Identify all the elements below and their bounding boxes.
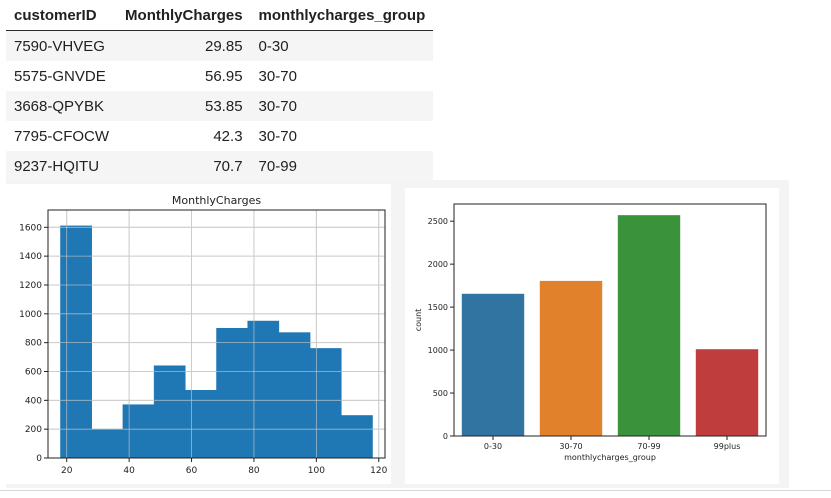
x-tick-label: 99plus bbox=[714, 442, 741, 451]
x-tick-label: 30-70 bbox=[559, 442, 582, 451]
monthly-charges-cell: 42.3 bbox=[117, 121, 251, 151]
y-tick-label: 1400 bbox=[19, 252, 42, 262]
countplot-bar bbox=[462, 294, 524, 436]
countplot-chart: 0-30 30-70 70-99 99plus 0 500 1000 1500 2000 2500… bbox=[405, 188, 779, 484]
monthly-charges-cell: 56.95 bbox=[117, 61, 251, 91]
histogram-title: MonthlyCharges bbox=[172, 194, 262, 207]
table-header-row: customerID MonthlyCharges monthlycharges… bbox=[6, 0, 433, 31]
y-tick-label: 1500 bbox=[428, 303, 448, 312]
histogram-bar bbox=[310, 348, 341, 458]
monthly-charges-cell: 29.85 bbox=[117, 31, 251, 62]
charges-group-cell: 30-70 bbox=[251, 61, 434, 91]
x-tick-label: 120 bbox=[370, 466, 387, 476]
y-tick-label: 2500 bbox=[428, 217, 448, 226]
countplot-bar bbox=[696, 349, 758, 436]
x-tick-label: 0-30 bbox=[484, 442, 502, 451]
x-tick-label: 60 bbox=[186, 466, 198, 476]
monthly-charges-cell: 70.7 bbox=[117, 151, 251, 181]
customer-id-cell: 7795-CFOCW bbox=[6, 121, 117, 151]
divider bbox=[0, 490, 831, 491]
y-tick-label: 1000 bbox=[428, 346, 448, 355]
y-tick-label: 1600 bbox=[19, 223, 42, 233]
x-tick-label: 70-99 bbox=[637, 442, 660, 451]
x-axis-label: monthlycharges_group bbox=[564, 453, 656, 462]
x-tick-label: 80 bbox=[248, 466, 260, 476]
y-tick-label: 500 bbox=[433, 389, 448, 398]
monthly-charges-cell: 53.85 bbox=[117, 91, 251, 121]
table-row: 9237-HQITU 70.7 70-99 bbox=[6, 151, 433, 181]
customer-id-cell: 5575-GNVDE bbox=[6, 61, 117, 91]
histogram-panel: MonthlyCharges 20 40 60 80 100 120 0 200 400 600 80… bbox=[6, 184, 391, 484]
x-tick-label: 40 bbox=[123, 466, 135, 476]
table-row: 5575-GNVDE 56.95 30-70 bbox=[6, 61, 433, 91]
x-tick-label: 100 bbox=[308, 466, 325, 476]
y-tick-label: 2000 bbox=[428, 260, 448, 269]
x-tick-label: 20 bbox=[61, 466, 73, 476]
column-header: monthlycharges_group bbox=[251, 0, 434, 31]
histogram-bar bbox=[60, 226, 91, 458]
histogram-bar bbox=[248, 321, 279, 458]
y-tick-label: 0 bbox=[36, 454, 42, 464]
column-header: MonthlyCharges bbox=[117, 0, 251, 31]
customer-id-cell: 9237-HQITU bbox=[6, 151, 117, 181]
y-tick-label: 600 bbox=[25, 367, 42, 377]
histogram-bar bbox=[217, 328, 248, 458]
customer-id-cell: 7590-VHVEG bbox=[6, 31, 117, 62]
table-row: 7795-CFOCW 42.3 30-70 bbox=[6, 121, 433, 151]
y-tick-label: 400 bbox=[25, 396, 42, 406]
countplot-bar bbox=[618, 215, 680, 436]
histogram-bar bbox=[123, 405, 154, 458]
charges-group-cell: 0-30 bbox=[251, 31, 434, 62]
histogram-bar bbox=[154, 366, 185, 458]
y-tick-label: 1000 bbox=[19, 310, 42, 320]
y-tick-label: 1200 bbox=[19, 281, 42, 291]
column-header: customerID bbox=[6, 0, 117, 31]
y-tick-label: 800 bbox=[25, 339, 42, 349]
histogram-bar bbox=[279, 333, 310, 458]
countplot-panel: 0-30 30-70 70-99 99plus 0 500 1000 1500 2000 2500… bbox=[405, 188, 779, 484]
table-row: 7590-VHVEG 29.85 0-30 bbox=[6, 31, 433, 62]
charges-group-cell: 30-70 bbox=[251, 91, 434, 121]
charges-group-cell: 70-99 bbox=[251, 151, 434, 181]
histogram-bar bbox=[92, 429, 123, 458]
y-tick-label: 0 bbox=[443, 432, 448, 441]
y-axis-label: count bbox=[414, 309, 423, 332]
table-row: 3668-QPYBK 53.85 30-70 bbox=[6, 91, 433, 121]
countplot-bar bbox=[540, 281, 602, 436]
charges-group-cell: 30-70 bbox=[251, 121, 434, 151]
y-tick-label: 200 bbox=[25, 425, 42, 435]
customer-id-cell: 3668-QPYBK bbox=[6, 91, 117, 121]
histogram-bar bbox=[341, 415, 372, 458]
dataframe-table: customerID MonthlyCharges monthlycharges… bbox=[6, 0, 433, 181]
